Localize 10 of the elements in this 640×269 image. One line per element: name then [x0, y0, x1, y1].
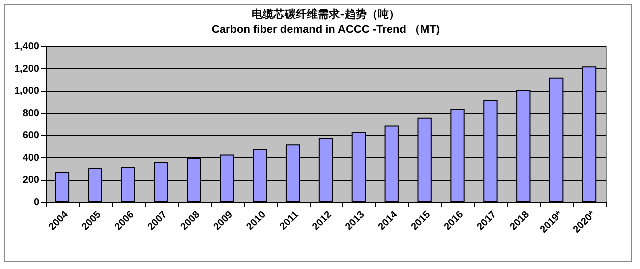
chart-subtitle: Carbon fiber demand in ACCC -Trend （MT): [212, 24, 440, 36]
y-tick-label: 1,000: [14, 86, 40, 98]
y-tick-label: 200: [22, 175, 40, 186]
y-tick-label: 1,400: [14, 42, 40, 52]
y-tick-label: 800: [22, 108, 40, 120]
y-tick-label: 600: [22, 130, 40, 142]
y-tick-label: 1,200: [14, 64, 40, 75]
y-tick-label: 400: [22, 152, 40, 164]
chart-title: 电缆芯碳纤维需求-趋势（吨）: [252, 8, 400, 21]
y-tick-label: 0: [34, 198, 40, 208]
